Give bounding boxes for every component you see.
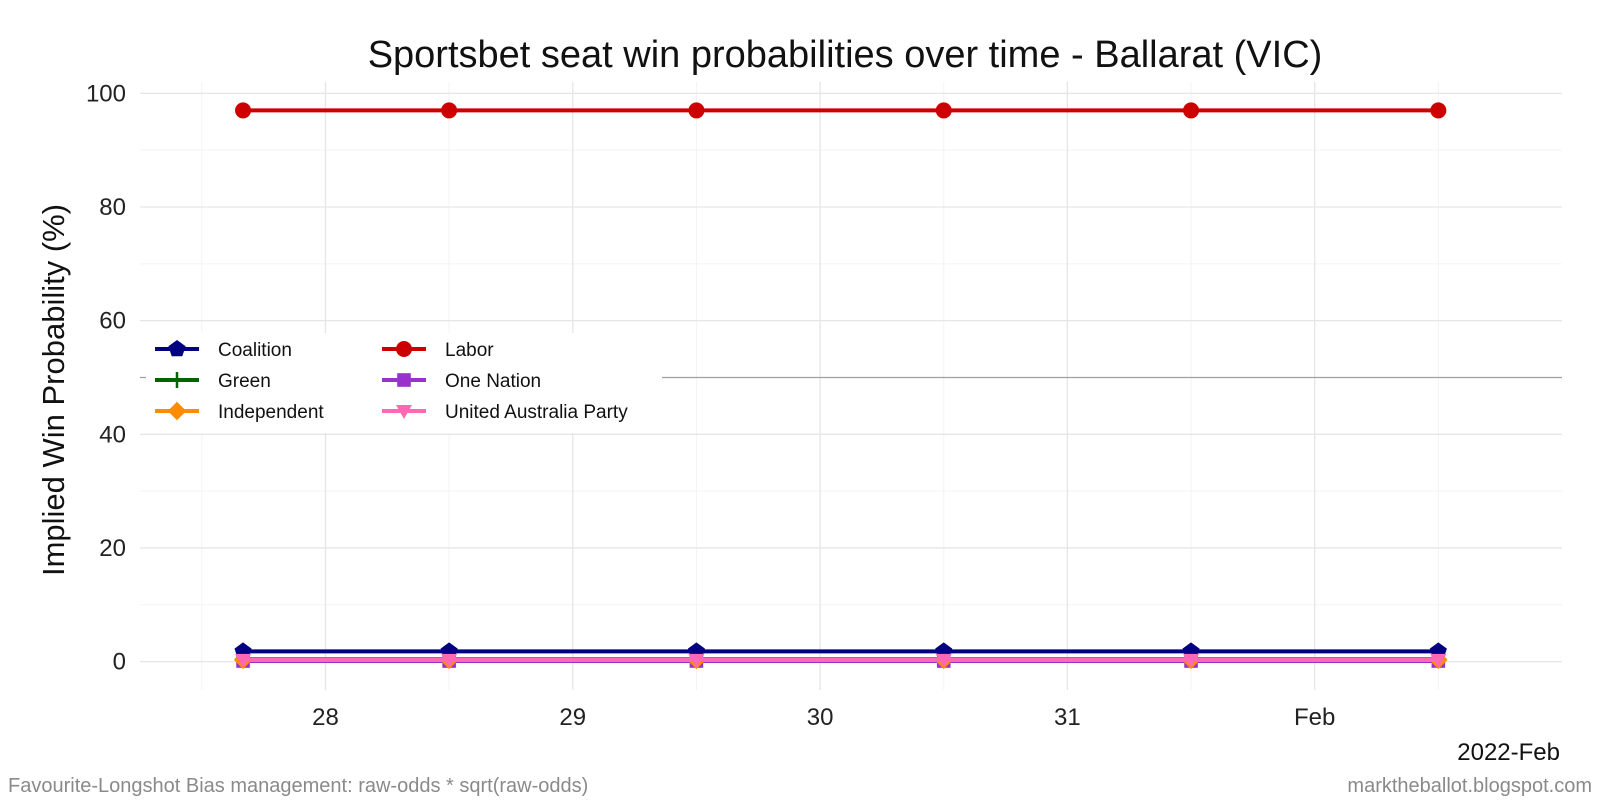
- y-tick-label: 20: [99, 535, 126, 562]
- data-point-united-australia-party: [935, 653, 952, 668]
- caption-left: Favourite-Longshot Bias management: raw-…: [8, 775, 588, 797]
- caption-right: marktheballot.blogspot.com: [1347, 775, 1592, 797]
- data-point-united-australia-party: [688, 653, 705, 668]
- data-point-united-australia-party: [1430, 653, 1447, 668]
- x-axis-corner-label: 2022-Feb: [1457, 739, 1560, 766]
- legend-item-independent: Independent: [155, 401, 324, 423]
- legend-item-labor: Labor: [382, 340, 494, 361]
- chart-title: Sportsbet seat win probabilities over ti…: [368, 34, 1323, 76]
- x-tick-label: 30: [807, 704, 834, 731]
- series-coalition: [234, 642, 1447, 659]
- legend-label: Green: [218, 371, 271, 392]
- legend-label: United Australia Party: [445, 402, 628, 423]
- x-tick-label: Feb: [1294, 704, 1335, 731]
- legend: Coalition Labor Green One Nation Independent…: [146, 333, 662, 433]
- y-tick-label: 40: [99, 421, 126, 448]
- legend-key-marker: [397, 373, 411, 387]
- y-axis: 0 20 40 60 80 100: [86, 80, 126, 675]
- y-tick-label: 80: [99, 194, 126, 221]
- data-point-united-australia-party: [235, 653, 252, 668]
- series-united-australia-party: [235, 653, 1447, 668]
- legend-key-marker: [396, 405, 412, 419]
- data-point-labor: [441, 102, 458, 119]
- data-point-labor: [935, 102, 952, 119]
- y-tick-label: 0: [113, 649, 126, 676]
- y-tick-label: 100: [86, 80, 126, 107]
- legend-item-green: Green: [155, 371, 271, 392]
- series-labor: [235, 102, 1447, 119]
- data-point-labor: [1430, 102, 1447, 119]
- legend-key-marker: [396, 341, 412, 357]
- legend-item-one-nation: One Nation: [382, 371, 541, 392]
- plot-area: [233, 102, 1448, 670]
- legend-label: Coalition: [218, 340, 292, 361]
- legend-key-marker: [168, 340, 186, 357]
- legend-key-marker: [167, 401, 187, 421]
- x-tick-label: 28: [312, 704, 339, 731]
- legend-item-united-australia-party: United Australia Party: [382, 402, 628, 423]
- x-tick-label: 31: [1054, 704, 1081, 731]
- data-point-united-australia-party: [441, 653, 458, 668]
- legend-label: Independent: [218, 402, 324, 423]
- data-point-labor: [688, 102, 705, 119]
- legend-item-coalition: Coalition: [155, 340, 292, 361]
- legend-label: Labor: [445, 340, 494, 361]
- x-axis: 28 29 30 31 Feb: [312, 704, 1335, 731]
- y-axis-label: Implied Win Probability (%): [36, 204, 71, 576]
- data-point-united-australia-party: [1183, 653, 1200, 668]
- data-point-labor: [1183, 102, 1200, 119]
- y-tick-label: 60: [99, 308, 126, 335]
- legend-label: One Nation: [445, 371, 541, 392]
- data-point-labor: [235, 102, 252, 119]
- legend-key-marker: [169, 372, 185, 388]
- x-tick-label: 29: [559, 704, 586, 731]
